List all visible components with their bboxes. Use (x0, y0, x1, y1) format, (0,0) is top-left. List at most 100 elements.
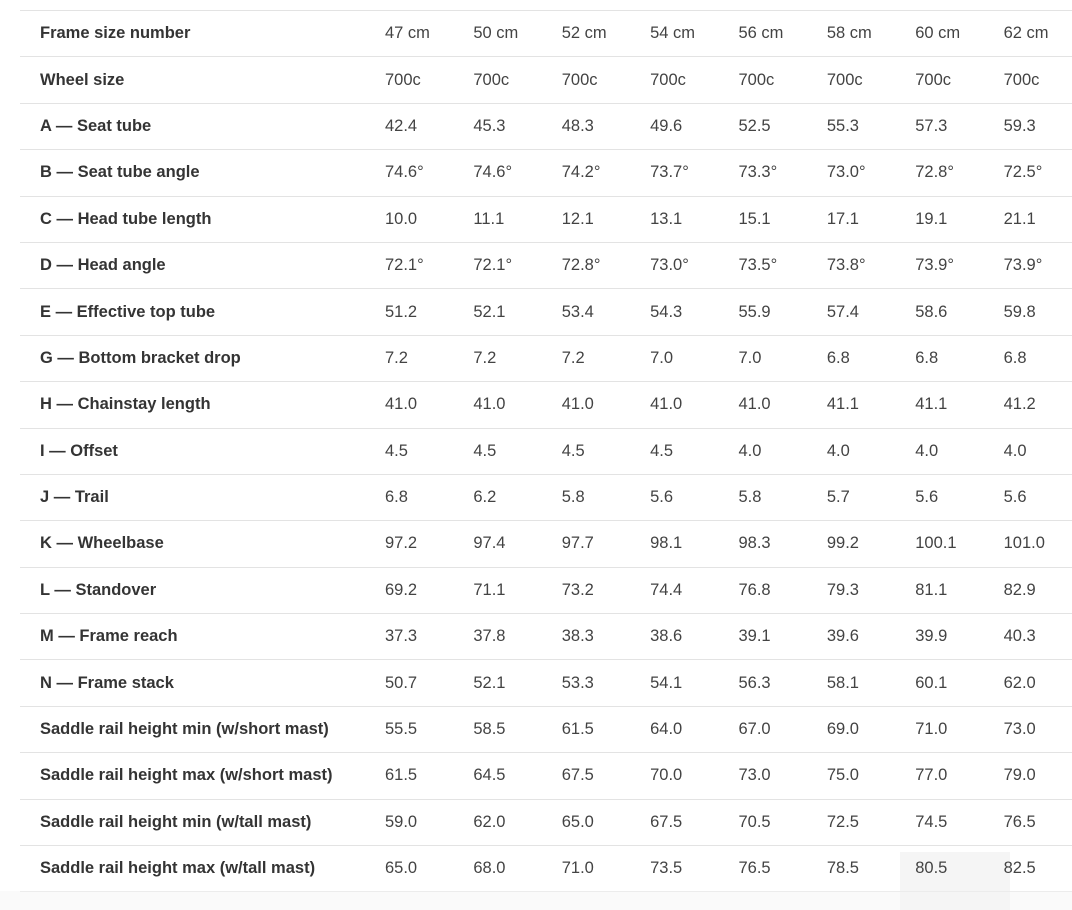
table-cell: 39.1 (718, 613, 807, 660)
column-header-cell: 60 cm (895, 9, 984, 57)
table-cell: 67.0 (718, 705, 807, 753)
row-label: Frame size number (20, 9, 365, 57)
table-cell: 72.8° (541, 241, 631, 289)
table-cell: 5.8 (541, 473, 631, 521)
below-table-strip (0, 891, 1072, 910)
table-cell: 71.0 (895, 705, 984, 753)
table-cell: 53.3 (541, 659, 631, 707)
table-cell: 4.0 (983, 427, 1072, 475)
table-cell: 51.2 (365, 288, 454, 336)
row-label: A — Seat tube (20, 102, 365, 150)
table-cell: 98.1 (630, 520, 719, 568)
table-cell: 79.0 (983, 752, 1072, 800)
table-cell: 6.2 (453, 473, 542, 521)
table-cell: 700c (895, 56, 984, 104)
table-cell: 4.5 (541, 427, 631, 475)
table-cell: 19.1 (895, 195, 984, 243)
table-cell: 73.0 (983, 705, 1072, 753)
table-cell: 700c (983, 56, 1072, 104)
table-cell: 4.0 (895, 427, 984, 475)
column-header-cell: 62 cm (983, 9, 1072, 57)
row-label: Saddle rail height max (w/short mast) (20, 752, 365, 800)
table-cell: 62.0 (453, 798, 542, 846)
table-cell: 4.0 (806, 427, 896, 475)
row-label: D — Head angle (20, 241, 365, 289)
table-cell: 69.2 (365, 566, 454, 614)
table-cell: 74.2° (541, 149, 631, 197)
table-cell: 45.3 (453, 102, 542, 150)
table-cell: 61.5 (541, 705, 631, 753)
table-cell: 5.6 (983, 473, 1072, 521)
table-cell: 42.4 (365, 102, 454, 150)
table-cell: 700c (806, 56, 896, 104)
table-cell: 49.6 (630, 102, 719, 150)
table-cell: 7.2 (541, 334, 631, 382)
table-cell: 99.2 (806, 520, 896, 568)
table-cell: 62.0 (983, 659, 1072, 707)
table-cell: 6.8 (806, 334, 896, 382)
table-cell: 69.0 (806, 705, 896, 753)
table-cell: 73.3° (718, 149, 807, 197)
table-cell: 70.5 (718, 798, 807, 846)
column-header-cell: 58 cm (806, 9, 896, 57)
table-cell: 38.6 (630, 613, 719, 660)
table-row: L — Standover 69.2 71.1 73.2 74.4 76.8 79.3 81.… (20, 566, 1072, 614)
table-cell: 48.3 (541, 102, 631, 150)
table-cell: 74.4 (630, 566, 719, 614)
row-label: K — Wheelbase (20, 520, 365, 568)
table-cell: 6.8 (365, 473, 454, 521)
table-row: K — Wheelbase 97.2 97.4 97.7 98.1 98.3 99.2 100… (20, 520, 1072, 568)
table-cell: 67.5 (630, 798, 719, 846)
table-cell: 77.0 (895, 752, 984, 800)
row-label: Saddle rail height min (w/tall mast) (20, 798, 365, 846)
table-cell: 37.8 (453, 613, 542, 660)
table-row: C — Head tube length 10.0 11.1 12.1 13.1 15.1… (20, 195, 1072, 243)
table-cell: 97.7 (541, 520, 631, 568)
table-cell: 6.8 (895, 334, 984, 382)
table-cell: 5.8 (718, 473, 807, 521)
table-cell: 38.3 (541, 613, 631, 660)
table-cell: 4.5 (630, 427, 719, 475)
table-cell: 68.0 (453, 845, 542, 893)
table-cell: 73.2 (541, 566, 631, 614)
geometry-table-body: Frame size number 47 cm 50 cm 52 cm 54 cm 56 … (20, 9, 1072, 893)
table-cell: 7.0 (630, 334, 719, 382)
table-cell: 5.7 (806, 473, 896, 521)
row-label: H — Chainstay length (20, 381, 365, 429)
table-cell: 73.5° (718, 241, 807, 289)
table-cell: 41.0 (718, 381, 807, 429)
table-row: M — Frame reach 37.3 37.8 38.3 38.6 39.1 39.6 3… (20, 613, 1072, 660)
table-cell: 700c (630, 56, 719, 104)
table-row: H — Chainstay length 41.0 41.0 41.0 41.0 41.0… (20, 381, 1072, 429)
table-cell: 72.1° (453, 241, 542, 289)
table-cell: 11.1 (453, 195, 542, 243)
table-cell: 71.0 (541, 845, 631, 893)
table-cell: 97.4 (453, 520, 542, 568)
table-cell: 74.5 (895, 798, 984, 846)
table-row: G — Bottom bracket drop 7.2 7.2 7.2 7.0 7.0 6.… (20, 334, 1072, 382)
table-cell: 73.9° (983, 241, 1072, 289)
table-cell: 73.9° (895, 241, 984, 289)
row-label: G — Bottom bracket drop (20, 334, 365, 382)
table-cell: 59.0 (365, 798, 454, 846)
table-cell: 700c (365, 56, 454, 104)
row-label: I — Offset (20, 427, 365, 475)
table-cell: 74.6° (453, 149, 542, 197)
table-cell: 79.3 (806, 566, 896, 614)
table-cell: 41.0 (541, 381, 631, 429)
table-cell: 55.9 (718, 288, 807, 336)
table-cell: 15.1 (718, 195, 807, 243)
geometry-table: Frame size number 47 cm 50 cm 52 cm 54 cm 56 … (20, 9, 1072, 893)
row-label: B — Seat tube angle (20, 149, 365, 197)
table-cell: 81.1 (895, 566, 984, 614)
table-cell: 52.1 (453, 659, 542, 707)
table-cell: 82.9 (983, 566, 1072, 614)
table-cell: 97.2 (365, 520, 454, 568)
table-cell: 98.3 (718, 520, 807, 568)
table-cell: 59.3 (983, 102, 1072, 150)
table-cell: 6.8 (983, 334, 1072, 382)
table-cell: 10.0 (365, 195, 454, 243)
table-row: Wheel size 700c 700c 700c 700c 700c 700c 700c 70… (20, 56, 1072, 104)
table-row: E — Effective top tube 51.2 52.1 53.4 54.3 55… (20, 288, 1072, 336)
